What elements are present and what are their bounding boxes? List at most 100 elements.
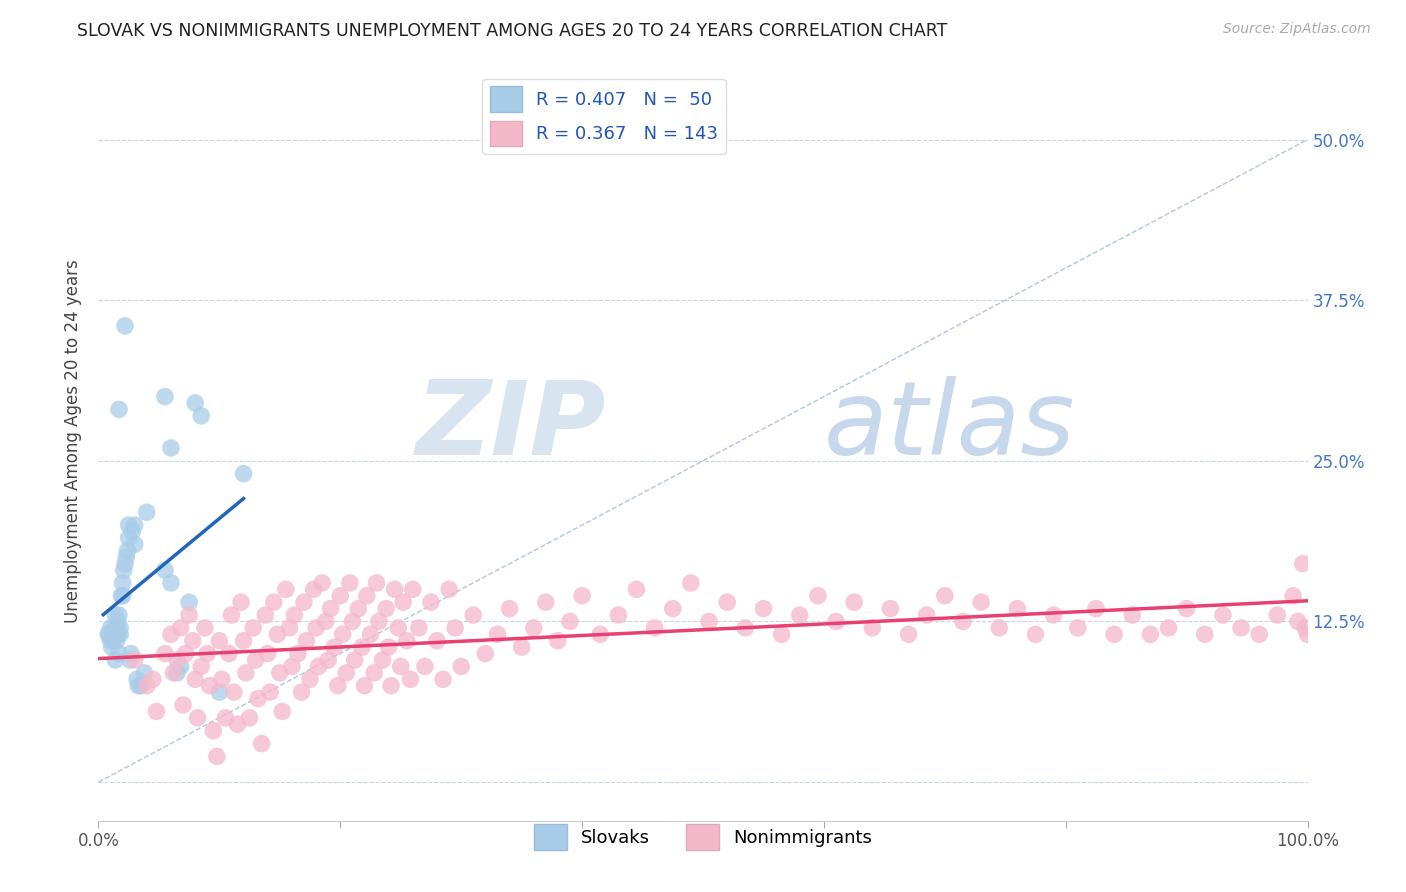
Point: [160, 575, 183, 590]
Point: [387, 621, 409, 635]
Point: [952, 615, 974, 629]
Point: [1282, 589, 1305, 603]
Point: [402, 582, 425, 597]
Point: [934, 589, 956, 603]
Point: [329, 589, 352, 603]
Point: [98, 627, 121, 641]
Point: [124, 653, 146, 667]
Point: [292, 595, 315, 609]
Point: [169, 659, 191, 673]
Point: [278, 621, 301, 635]
Point: [366, 575, 388, 590]
Point: [734, 621, 756, 635]
Point: [222, 685, 245, 699]
Point: [825, 615, 848, 629]
Point: [510, 640, 533, 655]
Point: [807, 589, 830, 603]
Point: [121, 524, 143, 539]
Point: [184, 396, 207, 410]
Point: [112, 563, 135, 577]
Point: [332, 627, 354, 641]
Point: [384, 582, 406, 597]
Point: [523, 621, 546, 635]
Point: [339, 575, 361, 590]
Point: [1024, 627, 1046, 641]
Point: [105, 621, 128, 635]
Point: [247, 691, 270, 706]
Point: [195, 647, 218, 661]
Point: [232, 633, 254, 648]
Point: [408, 621, 430, 635]
Point: [316, 653, 339, 667]
Point: [108, 607, 131, 622]
Point: [281, 659, 304, 673]
Point: [1042, 607, 1064, 622]
Point: [181, 633, 204, 648]
Point: [343, 653, 366, 667]
Point: [166, 653, 188, 667]
Point: [299, 673, 322, 687]
Point: [120, 647, 142, 661]
Point: [311, 575, 333, 590]
Point: [879, 601, 901, 615]
Point: [342, 615, 364, 629]
Point: [661, 601, 683, 615]
Point: [1139, 627, 1161, 641]
Point: [198, 679, 221, 693]
Point: [752, 601, 775, 615]
Point: [107, 627, 129, 641]
Point: [259, 685, 281, 699]
Point: [368, 615, 391, 629]
Point: [179, 595, 201, 609]
Point: [1230, 621, 1253, 635]
Point: [970, 595, 993, 609]
Point: [534, 595, 557, 609]
Point: [184, 673, 207, 687]
Point: [389, 659, 412, 673]
Point: [221, 607, 243, 622]
Point: [166, 665, 188, 680]
Point: [274, 582, 297, 597]
Text: ZIP: ZIP: [416, 376, 606, 477]
Point: [229, 595, 252, 609]
Point: [915, 607, 938, 622]
Point: [380, 679, 402, 693]
Point: [269, 665, 291, 680]
Point: [135, 679, 157, 693]
Point: [142, 673, 165, 687]
Point: [360, 627, 382, 641]
Point: [232, 467, 254, 481]
Point: [571, 589, 593, 603]
Point: [194, 621, 217, 635]
Point: [226, 717, 249, 731]
Point: [250, 737, 273, 751]
Point: [111, 589, 134, 603]
Point: [395, 633, 418, 648]
Point: [897, 627, 920, 641]
Point: [190, 409, 212, 423]
Point: [104, 653, 127, 667]
Point: [371, 653, 394, 667]
Point: [266, 627, 288, 641]
Point: [103, 621, 125, 635]
Point: [988, 621, 1011, 635]
Point: [716, 595, 738, 609]
Point: [108, 621, 131, 635]
Point: [214, 711, 236, 725]
Point: [129, 679, 152, 693]
Point: [118, 531, 141, 545]
Point: [153, 390, 176, 404]
Point: [208, 633, 231, 648]
Point: [101, 627, 124, 641]
Point: [375, 601, 398, 615]
Point: [377, 640, 399, 655]
Point: [190, 659, 212, 673]
Point: [450, 659, 472, 673]
Point: [242, 621, 264, 635]
Point: [558, 615, 581, 629]
Point: [392, 595, 415, 609]
Point: [437, 582, 460, 597]
Point: [426, 633, 449, 648]
Point: [1294, 621, 1316, 635]
Point: [104, 607, 127, 622]
